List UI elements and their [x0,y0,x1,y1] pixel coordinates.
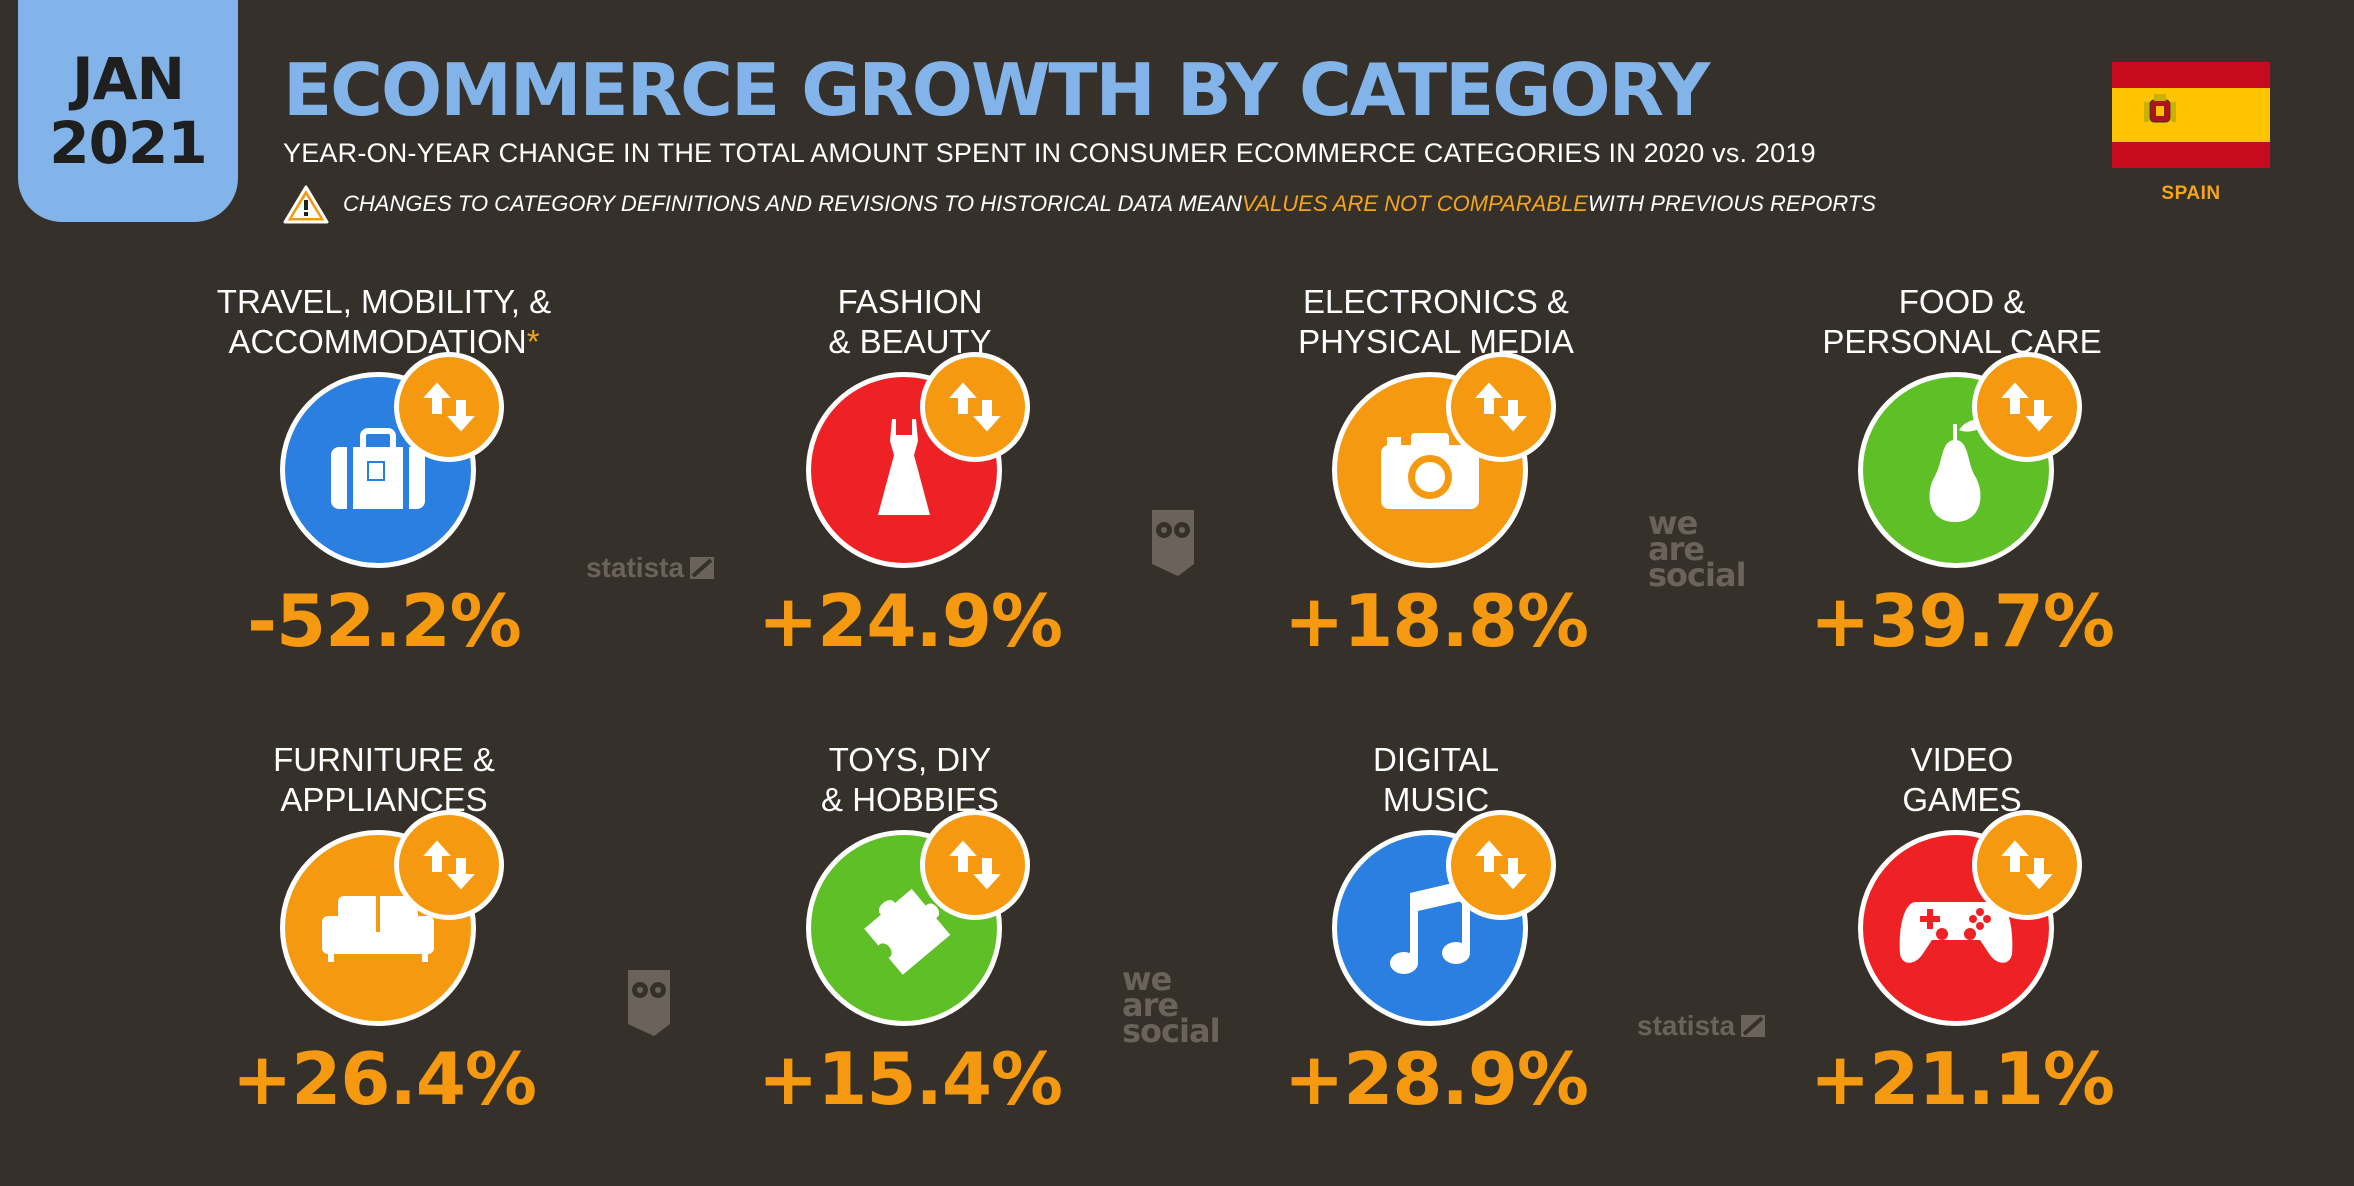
page-subtitle: YEAR-ON-YEAR CHANGE IN THE TOTAL AMOUNT … [283,138,1816,168]
date-month: JAN [71,45,185,113]
asterisk: * [526,323,540,360]
country-label: SPAIN [2161,183,2221,204]
category-label-line1: TRAVEL, MOBILITY, & [216,283,552,320]
spain-flag-icon [2112,62,2270,168]
music-note-icon [1390,879,1470,974]
was-line-2: are [1648,530,1705,568]
date-tab: JAN 2021 [18,0,238,222]
was-line-1b: we [1122,960,1172,998]
note-text-before: CHANGES TO CATEGORY DEFINITIONS AND REVI… [343,191,1242,216]
up-down-arrows-icon [418,379,480,435]
was-line-2b: are [1122,986,1179,1024]
category-label: VIDEO GAMES [1752,740,2172,820]
change-badge [920,352,1030,462]
page-title: ECOMMERCE GROWTH BY CATEGORY [283,48,1710,132]
category-label: FOOD & PERSONAL CARE [1752,282,2172,362]
category-label: FASHION & BEAUTY [700,282,1120,362]
statista-watermark-text: statista [586,552,685,583]
category-value: +39.7% [1809,579,2115,663]
category-value: +26.4% [231,1037,537,1121]
category-label-line1: TOYS, DIY [828,741,992,778]
up-down-arrows-icon [944,837,1006,893]
gamepad-icon [1899,902,2013,963]
category-value: +15.4% [757,1037,1063,1121]
category-label-line1: FASHION [837,283,983,320]
category-value: +28.9% [1283,1037,1589,1121]
category-label-line2: & HOBBIES [821,781,999,818]
category-label: DIGITAL MUSIC [1226,740,1646,820]
was-line-3: social [1648,556,1747,594]
hootsuite-owl-watermark-icon [1152,510,1194,576]
change-badge [1446,352,1556,462]
date-year: 2021 [49,109,207,177]
category-label-line2: MUSIC [1382,781,1490,818]
statista-watermark-text-2: statista [1637,1010,1736,1041]
up-down-arrows-icon [418,837,480,893]
category-label-line2: GAMES [1902,781,2022,818]
category-icon-circle [1332,372,1528,568]
statista-watermark: statista [586,552,715,584]
category-label: ELECTRONICS & PHYSICAL MEDIA [1226,282,1646,362]
category-label-line1: ELECTRONICS & [1303,283,1569,320]
note-text-highlight: VALUES ARE NOT COMPARABLE [1241,191,1588,216]
category-label-line2: APPLIANCES [280,781,488,818]
change-badge [1972,810,2082,920]
category-value: +18.8% [1283,579,1589,663]
statista-watermark-2: statista [1637,1010,1766,1042]
category-label-line2: ACCOMMODATION* [174,322,594,362]
category-value: +21.1% [1809,1037,2115,1121]
we-are-social-watermark: we are social [1648,504,1747,594]
up-down-arrows-icon [944,379,1006,435]
statista-logo-icon-2 [1741,1015,1766,1037]
category-label-line2: & BEAUTY [828,323,992,360]
category-value: +24.9% [757,579,1063,663]
hootsuite-owl-watermark-icon-2 [628,970,670,1036]
category-label-line1: FOOD & [1898,283,2026,320]
category-label-line2: PERSONAL CARE [1822,323,2102,360]
comparability-note: CHANGES TO CATEGORY DEFINITIONS AND REVI… [283,184,1876,224]
was-line-1: we [1648,504,1698,542]
up-down-arrows-icon [1470,379,1532,435]
up-down-arrows-icon [1996,837,2058,893]
sofa-icon [322,896,434,962]
puzzle-icon [864,888,951,975]
category-label-line2: PHYSICAL MEDIA [1298,323,1574,360]
camera-icon [1381,433,1479,509]
we-are-social-watermark-2: we are social [1122,960,1221,1050]
suitcase-icon [331,428,425,509]
dress-icon [878,419,930,515]
change-badge [920,810,1030,920]
up-down-arrows-icon [1470,837,1532,893]
category-label: TRAVEL, MOBILITY, & ACCOMMODATION* [174,282,594,362]
up-down-arrows-icon [1996,379,2058,435]
change-badge [394,810,504,920]
statista-logo-icon [690,557,715,579]
change-badge [1446,810,1556,920]
category-value: -52.2% [247,579,522,663]
warning-icon [283,185,329,224]
category-label-line1: DIGITAL [1373,741,1499,778]
note-text-after: WITH PREVIOUS REPORTS [1587,191,1876,216]
category-label: FURNITURE & APPLIANCES [174,740,594,820]
category-label: TOYS, DIY & HOBBIES [700,740,1120,820]
was-line-3b: social [1122,1012,1221,1050]
change-badge [1972,352,2082,462]
category-label-line2-text: ACCOMMODATION [228,323,527,360]
change-badge [394,352,504,462]
category-label-line1: VIDEO [1910,741,2014,778]
category-label-line1: FURNITURE & [273,741,495,778]
